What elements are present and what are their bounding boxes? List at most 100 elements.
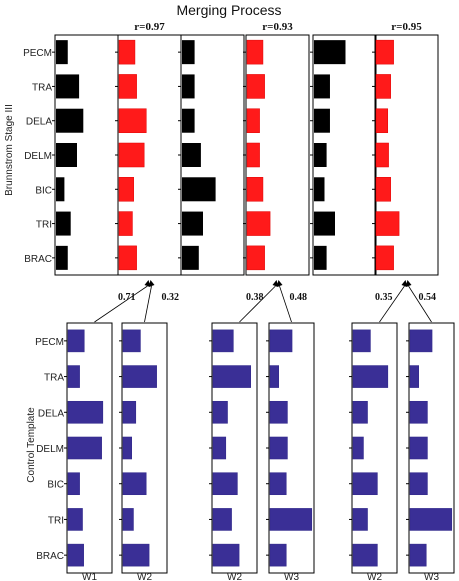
bar-control-template [352,436,364,460]
merge-line [279,285,292,323]
bar-control-template [269,436,288,460]
bar-stage3-red [246,74,265,99]
bar-stage3-red [118,142,145,168]
bar-stage3-red [375,211,400,236]
bar-stage3-red [118,108,147,133]
panel-label: W3 [424,572,439,581]
bar-control-template [122,543,150,567]
top-y-axis-label: Brunnstrom Stage III [4,104,15,196]
merge-arrowhead [148,280,155,287]
bar-stage3-black [56,108,84,133]
merge-line [239,285,276,323]
merge-line [408,285,432,323]
bar-control-template [269,472,287,496]
bar-stage3-red [118,245,137,271]
merge-line [94,285,148,323]
bar-stage3-black [56,177,65,202]
figure-title: Merging Process [176,2,281,18]
bar-stage3-red [375,142,389,168]
bar-stage3-black [314,245,327,270]
bar-stage3-black [56,143,77,167]
bar-control-template [269,329,293,353]
bar-control-template [409,400,428,424]
bar-control-template [212,436,227,460]
bar-control-template [212,472,238,496]
coefficient-label: 0.48 [290,292,308,303]
bar-control-template [67,365,80,388]
merge-arrowhead [405,280,412,287]
bottom-category-label: BIC [47,480,64,491]
bar-stage3-black [56,74,80,99]
bar-control-template [212,400,228,424]
bar-control-template [122,365,157,388]
bar-stage3-black [182,40,195,65]
bar-control-template [409,436,428,460]
bar-control-template [67,472,80,496]
bar-control-template [352,365,389,388]
top-category-label: TRA [32,82,52,93]
panel-label: W2 [137,572,152,581]
bar-stage3-black [314,40,346,65]
bar-control-template [269,508,313,531]
bar-control-template [352,472,378,496]
bar-stage3-red [246,211,271,236]
coefficient-label: 0.35 [375,292,393,303]
bar-stage3-red [375,108,389,133]
bottom-y-axis-label: Control Template [26,407,37,483]
coefficient-label: 0.32 [162,292,180,303]
bottom-category-label: DELA [38,408,64,419]
bar-stage3-black [182,245,199,270]
bar-control-template [212,329,234,353]
panel-label: W3 [284,572,299,581]
coefficient-label: 0.38 [246,292,264,303]
coefficient-label: 0.71 [118,292,136,303]
bar-control-template [122,400,137,424]
bar-stage3-red [246,177,264,202]
bar-control-template [409,543,427,567]
panel-label: W2 [367,572,382,581]
bar-control-template [212,508,232,531]
top-category-label: BIC [35,185,52,196]
bar-stage3-black [56,40,68,65]
top-category-label: DELM [24,151,52,162]
bar-stage3-black [314,108,330,133]
bottom-category-label: TRI [48,515,64,526]
bar-control-template [212,543,240,567]
panel-label: W2 [227,572,242,581]
bar-stage3-black [314,143,327,167]
bar-control-template [122,508,134,531]
panel-label: W1 [82,572,97,581]
bar-control-template [269,543,287,567]
bar-stage3-red [375,74,391,99]
bar-stage3-red [375,39,394,65]
bar-stage3-black [314,177,325,202]
bar-control-template [409,365,419,388]
bar-stage3-red [375,177,391,202]
bar-stage3-red [118,74,137,99]
bar-control-template [409,508,453,531]
bar-control-template [352,508,368,531]
bar-control-template [67,329,85,353]
bar-control-template [67,543,84,567]
bottom-category-label: DELM [36,444,64,455]
bar-stage3-black [56,211,71,236]
bar-stage3-red [118,211,133,236]
top-category-label: DELA [26,117,52,128]
bar-stage3-black [314,211,335,236]
bottom-category-label: BRAC [36,551,64,562]
bar-control-template [122,472,147,496]
bar-stage3-black [314,74,330,99]
top-category-label: BRAC [24,254,52,265]
bar-control-template [409,329,433,353]
bar-stage3-black [182,108,195,133]
coefficient-label: 0.54 [419,292,437,303]
bar-control-template [122,329,141,353]
bar-stage3-red [246,245,265,271]
bar-control-template [352,329,371,353]
bar-stage3-red [118,177,134,202]
bar-control-template [122,436,132,460]
bottom-category-label: TRA [44,373,64,384]
bar-stage3-black [56,245,68,270]
top-category-label: TRI [36,220,52,231]
